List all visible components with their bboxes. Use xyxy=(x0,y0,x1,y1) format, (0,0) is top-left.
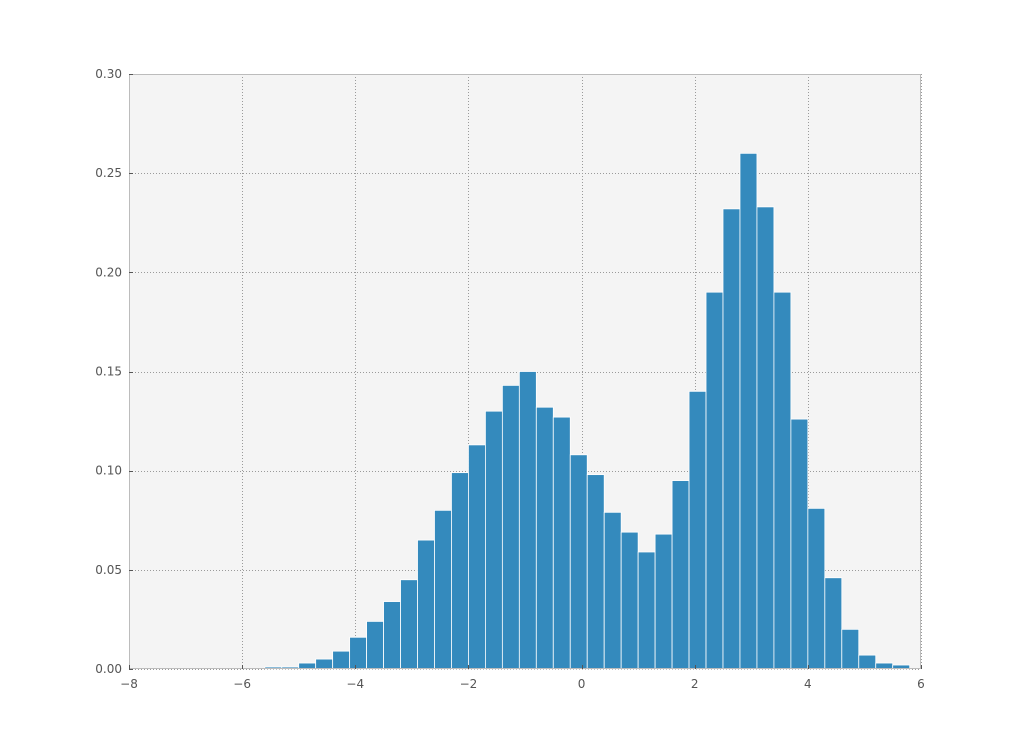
histogram-bar xyxy=(688,390,707,670)
histogram-bar xyxy=(773,291,792,670)
x-tick-label: −6 xyxy=(233,677,251,691)
y-tick-label: 0.30 xyxy=(95,67,122,81)
x-tick-label: 4 xyxy=(804,677,812,691)
histogram-bar xyxy=(535,406,554,670)
x-tick-label: 0 xyxy=(578,677,586,691)
x-tick-label: 6 xyxy=(917,677,925,691)
histogram-bar xyxy=(722,208,741,670)
histogram-bar xyxy=(756,206,775,670)
plot-frame xyxy=(129,74,921,669)
histogram-bar xyxy=(705,291,724,670)
histogram-bar xyxy=(807,507,826,670)
histogram-bar xyxy=(366,621,384,670)
histogram-bar xyxy=(383,601,401,670)
histogram-bar xyxy=(484,410,503,670)
y-tick-label: 0.05 xyxy=(95,563,122,577)
histogram-bars xyxy=(264,152,911,670)
histogram-bar xyxy=(858,654,877,670)
histogram-bar xyxy=(586,474,605,670)
histogram-bar xyxy=(434,509,452,670)
x-tick-label: −2 xyxy=(460,677,478,691)
histogram-bar xyxy=(603,511,622,670)
y-tick-label: 0.00 xyxy=(95,662,122,676)
x-axis-tick-labels: −8 −6 −4 −2 0 2 4 6 xyxy=(120,677,925,691)
histogram-bar xyxy=(501,384,520,670)
histogram-bar xyxy=(315,658,334,670)
histogram-bar xyxy=(841,628,860,670)
histogram-bar xyxy=(671,480,690,670)
x-tick-label: −4 xyxy=(346,677,364,691)
y-axis-tick-labels: 0.00 0.05 0.10 0.15 0.20 0.25 0.30 xyxy=(95,67,122,676)
histogram-bar xyxy=(739,152,758,670)
axis-ticks xyxy=(129,74,922,670)
y-tick-label: 0.20 xyxy=(95,265,122,279)
histogram-bar xyxy=(332,650,351,670)
histogram-bar xyxy=(654,533,673,670)
histogram-bar xyxy=(349,636,367,670)
x-tick-label: −8 xyxy=(120,677,138,691)
x-tick-label: 2 xyxy=(691,677,699,691)
histogram-bar xyxy=(451,472,469,670)
histogram-bar xyxy=(400,579,418,670)
histogram-bar xyxy=(824,577,843,670)
y-tick-label: 0.25 xyxy=(95,166,122,180)
histogram-bar xyxy=(518,371,537,670)
histogram-bar xyxy=(417,539,435,670)
y-tick-label: 0.15 xyxy=(95,365,122,379)
histogram-bar xyxy=(637,551,656,670)
histogram-bar xyxy=(552,416,571,670)
histogram-bar xyxy=(569,454,588,670)
histogram-bar xyxy=(620,531,639,670)
histogram-bar xyxy=(468,444,486,670)
y-tick-label: 0.10 xyxy=(95,464,122,478)
histogram-bar xyxy=(790,418,809,670)
